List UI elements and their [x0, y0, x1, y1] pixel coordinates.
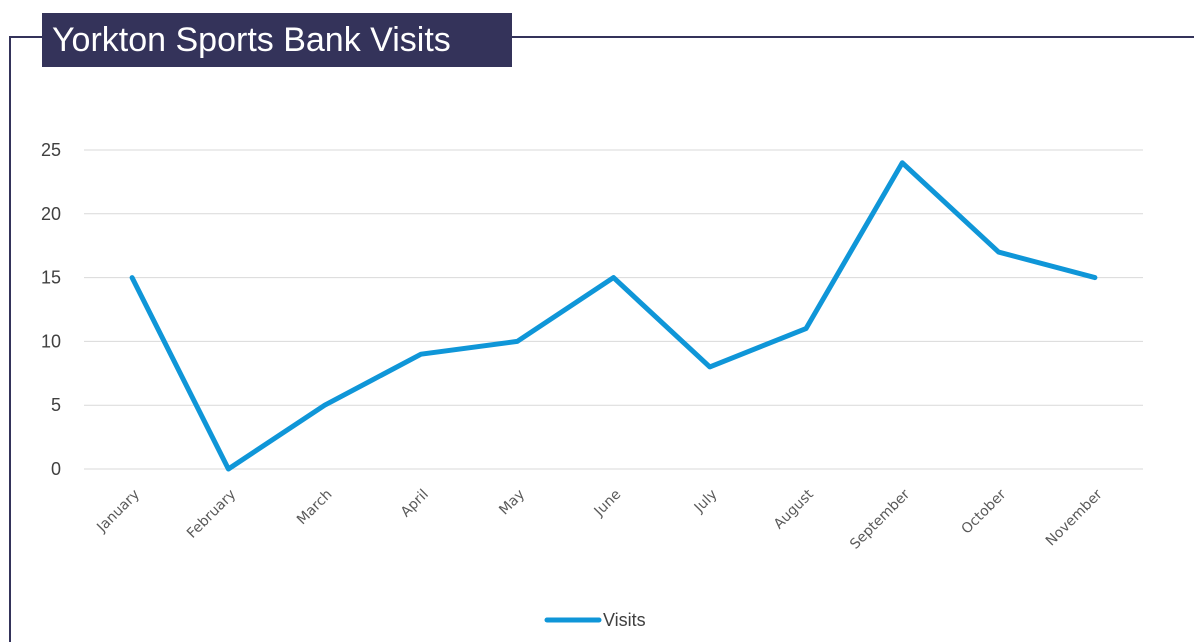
frame-top-border	[9, 36, 1194, 38]
x-tick-label: May	[496, 487, 528, 519]
y-tick-label: 0	[51, 459, 61, 479]
x-tick-label: February	[184, 487, 239, 542]
y-axis-ticks: 0 5 10 15 20 25	[41, 140, 61, 479]
x-tick-label: April	[398, 487, 432, 521]
series-line-visits	[129, 160, 1098, 472]
x-tick-label: June	[591, 487, 625, 521]
legend-label: Visits	[603, 610, 646, 630]
x-tick-label: November	[1043, 486, 1106, 549]
x-tick-label: July	[691, 487, 721, 517]
y-tick-label: 10	[41, 331, 61, 351]
chart-title: Yorkton Sports Bank Visits	[42, 13, 512, 67]
y-tick-label: 25	[41, 140, 61, 160]
series-lines	[129, 160, 1098, 472]
frame-left-border	[9, 36, 11, 642]
x-tick-label: January	[93, 487, 143, 537]
x-tick-label: March	[294, 487, 335, 528]
gridlines	[84, 149, 1143, 470]
legend[interactable]: Visits	[544, 610, 646, 630]
y-tick-label: 15	[41, 268, 61, 288]
y-tick-label: 20	[41, 204, 61, 224]
y-tick-label: 5	[51, 395, 61, 415]
x-tick-label: October	[958, 486, 1009, 537]
x-tick-label: September	[847, 486, 913, 552]
x-axis-ticks: January February March April May June July Augu…	[93, 486, 1105, 552]
x-tick-label: August	[771, 486, 817, 532]
